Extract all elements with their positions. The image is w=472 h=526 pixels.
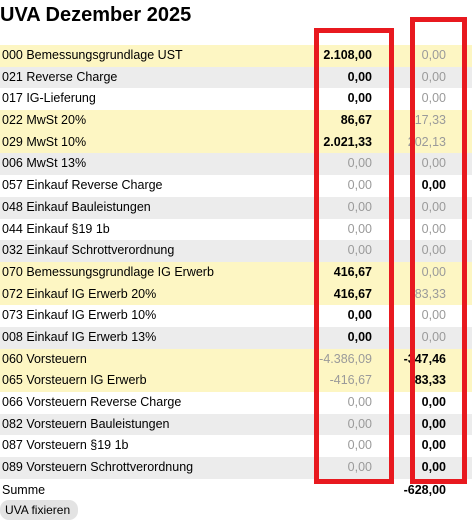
row-label: 082 Vorsteuern Bauleistungen (2, 416, 170, 431)
row-value-previous: 0,00 (421, 69, 446, 84)
page-title: UVA Dezember 2025 (0, 4, 192, 26)
row-value-previous: -347,46 (403, 351, 446, 366)
row-label: 032 Einkauf Schrottverordnung (2, 243, 175, 258)
table-row: 057 Einkauf Reverse Charge 0,00 0,00 (0, 175, 472, 197)
row-value-previous: 0,00 (421, 91, 446, 106)
row-label: 066 Vorsteuern Reverse Charge (2, 395, 182, 409)
table-row: 022 MwSt 20% 86,67 17,33 (0, 110, 472, 132)
table-row: 060 Vorsteuern -4.386,09 -347,46 (0, 348, 472, 371)
table-row: 029 MwSt 10% 2.021,33 202,13 (0, 131, 472, 154)
row-label: 021 Reverse Charge (2, 69, 118, 84)
table-row: 017 IG-Lieferung 0,00 0,00 (0, 88, 472, 111)
row-value-previous: 0,00 (421, 199, 446, 214)
summary-value: -628,00 (403, 483, 446, 497)
row-value-current: 0,00 (347, 460, 372, 475)
row-value-current: -416,67 (329, 373, 372, 388)
row-value-previous: 0,00 (421, 395, 446, 409)
row-value-current: 0,00 (347, 416, 372, 431)
row-value-previous: 202,13 (407, 134, 446, 149)
row-label: 060 Vorsteuern (2, 351, 87, 366)
table-row: 089 Vorsteuern Schrottverordnung 0,00 0,00 (0, 457, 472, 479)
table-row: 021 Reverse Charge 0,00 0,00 (0, 66, 472, 89)
row-value-previous: 0,00 (421, 329, 446, 344)
row-value-current: 0,00 (347, 221, 372, 236)
row-label: 073 Einkauf IG Erwerb 10% (2, 308, 157, 323)
row-value-current: 2.021,33 (323, 134, 372, 149)
row-value-previous: -83,33 (410, 373, 446, 388)
row-value-previous: 0,00 (421, 243, 446, 258)
uva-table: 000 Bemessungsgrundlage UST 2.108,00 0,00 0… (0, 45, 472, 479)
row-value-previous: 83,33 (414, 286, 446, 301)
row-value-previous: 0,00 (421, 416, 446, 431)
table-row: 082 Vorsteuern Bauleistungen 0,00 0,00 (0, 413, 472, 436)
table-row: 066 Vorsteuern Reverse Charge 0,00 0,00 (0, 392, 472, 414)
row-value-previous: 17,33 (414, 113, 446, 128)
row-label: 072 Einkauf IG Erwerb 20% (2, 286, 157, 301)
row-value-current: 0,00 (347, 199, 372, 214)
row-value-current: 0,00 (347, 69, 372, 84)
row-value-current: 2.108,00 (323, 48, 372, 62)
table-row: 087 Vorsteuern §19 1b 0,00 0,00 (0, 435, 472, 458)
row-value-current: 0,00 (347, 438, 372, 453)
row-label: 006 MwSt 13% (2, 156, 87, 171)
row-label: 044 Einkauf §19 1b (2, 221, 110, 236)
row-label: 065 Vorsteuern IG Erwerb (2, 373, 147, 388)
row-label: 008 Einkauf IG Erwerb 13% (2, 329, 157, 344)
row-label: 048 Einkauf Bauleistungen (2, 199, 151, 214)
row-label: 089 Vorsteuern Schrottverordnung (2, 460, 194, 475)
row-value-previous: 0,00 (421, 460, 446, 475)
row-value-previous: 0,00 (421, 264, 446, 279)
row-value-current: 0,00 (347, 329, 372, 344)
table-row: 073 Einkauf IG Erwerb 10% 0,00 0,00 (0, 305, 472, 327)
table-row: 072 Einkauf IG Erwerb 20% 416,67 83,33 (0, 283, 472, 306)
table-row: 006 MwSt 13% 0,00 0,00 (0, 153, 472, 176)
row-label: 057 Einkauf Reverse Charge (2, 178, 163, 193)
row-value-previous: 0,00 (421, 308, 446, 323)
row-label: 000 Bemessungsgrundlage UST (2, 48, 183, 62)
row-value-current: 0,00 (347, 395, 372, 409)
summary-label: Summe (2, 483, 46, 497)
table-row: 048 Einkauf Bauleistungen 0,00 0,00 (0, 196, 472, 219)
table-row: 070 Bemessungsgrundlage IG Erwerb 416,67 0… (0, 261, 472, 284)
row-value-current: -4.386,09 (319, 351, 372, 366)
uva-fixieren-button[interactable]: UVA fixieren (0, 500, 79, 520)
row-value-current: 0,00 (347, 91, 372, 106)
row-value-current: 0,00 (347, 243, 372, 258)
summary-row: Summe -628,00 (0, 480, 472, 500)
table-row: 032 Einkauf Schrottverordnung 0,00 0,00 (0, 240, 472, 262)
row-value-current: 416,67 (333, 264, 372, 279)
table-row: 065 Vorsteuern IG Erwerb -416,67 -83,33 (0, 370, 472, 392)
row-value-previous: 0,00 (421, 221, 446, 236)
row-value-previous: 0,00 (421, 178, 446, 193)
row-value-current: 0,00 (347, 156, 372, 171)
row-value-previous: 0,00 (421, 48, 446, 62)
table-row: 008 Einkauf IG Erwerb 13% 0,00 0,00 (0, 326, 472, 349)
row-value-current: 416,67 (333, 286, 372, 301)
row-value-current: 86,67 (340, 113, 372, 128)
table-row: 044 Einkauf §19 1b 0,00 0,00 (0, 218, 472, 241)
table-row: 000 Bemessungsgrundlage UST 2.108,00 0,00 (0, 45, 472, 67)
row-label: 029 MwSt 10% (2, 134, 87, 149)
row-value-previous: 0,00 (421, 438, 446, 453)
row-value-current: 0,00 (347, 308, 372, 323)
row-value-previous: 0,00 (421, 156, 446, 171)
row-label: 087 Vorsteuern §19 1b (2, 438, 129, 453)
row-label: 022 MwSt 20% (2, 113, 87, 128)
row-label: 017 IG-Lieferung (2, 91, 96, 106)
row-label: 070 Bemessungsgrundlage IG Erwerb (2, 264, 214, 279)
row-value-current: 0,00 (347, 178, 372, 193)
